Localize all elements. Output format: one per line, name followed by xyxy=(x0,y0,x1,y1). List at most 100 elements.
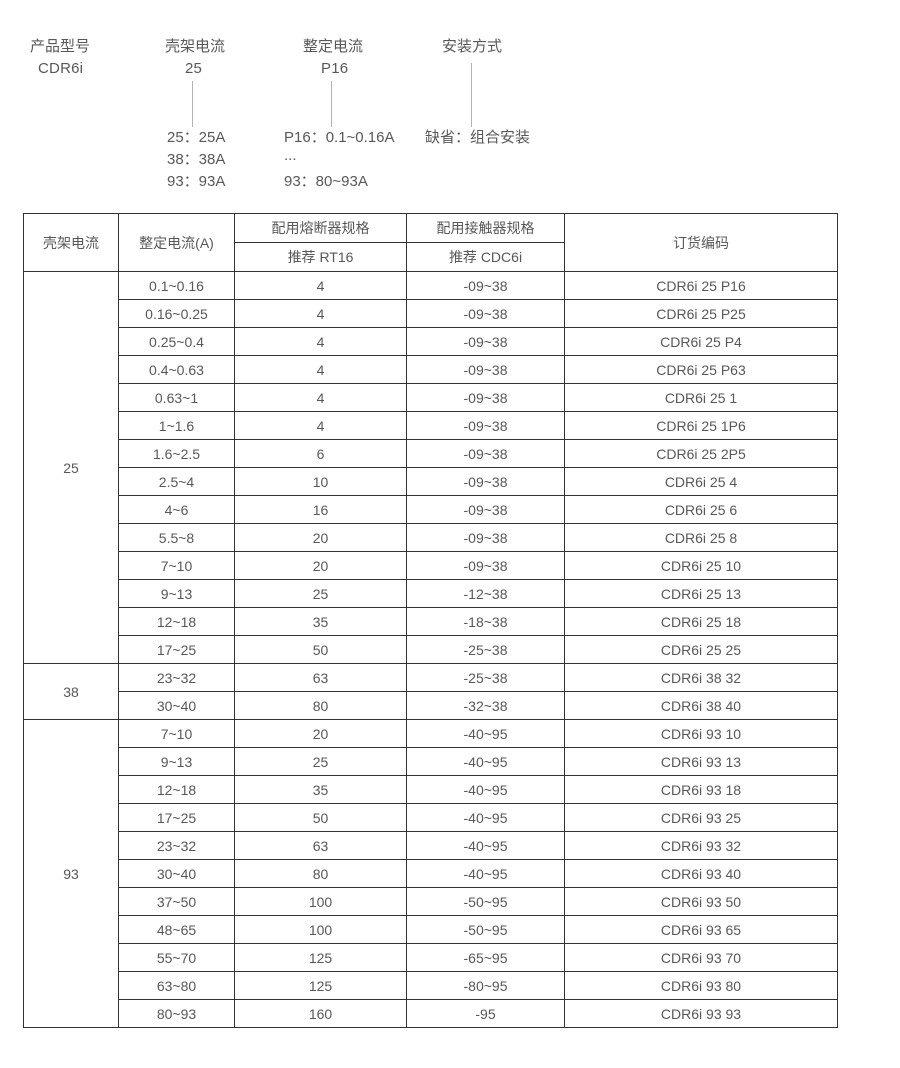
fuse-spec-cell: 25 xyxy=(234,747,407,776)
order-code-cell: CDR6i 93 65 xyxy=(564,915,838,944)
setting-current-cell: 80~93 xyxy=(118,999,235,1028)
header-fuse-spec: 配用熔断器规格 xyxy=(234,213,407,243)
frame-note: 38：38A xyxy=(167,151,226,168)
table-row: 25 0.1~0.16 4 -09~38 CDR6i 25 P16 xyxy=(23,271,838,664)
spec-table-header: 壳架电流 整定电流(A) 配用熔断器规格 配用接触器规格 订货编码 推荐 RT1… xyxy=(23,213,838,272)
order-code-cell: CDR6i 38 40 xyxy=(564,691,838,720)
contactor-spec-cell: -40~95 xyxy=(406,803,565,832)
setting-current-cell: 4~6 xyxy=(118,495,235,524)
table-row: 38 23~32 63 -25~38 CDR6i 38 32 xyxy=(23,663,838,720)
setting-current-cell: 2.5~4 xyxy=(118,467,235,496)
table-row: 37~50 100 -50~95 CDR6i 93 50 xyxy=(24,887,838,916)
setting-current-cell: 23~32 xyxy=(118,663,235,692)
contactor-spec-cell: -09~38 xyxy=(406,411,565,440)
header-order-code: 订货编码 xyxy=(564,213,838,272)
order-code-cell: CDR6i 93 70 xyxy=(564,943,838,972)
header-row-2: 推荐 RT16 推荐 CDC6i xyxy=(24,242,838,272)
setting-current-cell: 1.6~2.5 xyxy=(118,439,235,468)
setting-current-cell: 0.16~0.25 xyxy=(118,299,235,328)
fuse-spec-cell: 4 xyxy=(234,327,407,356)
contactor-spec-cell: -50~95 xyxy=(406,915,565,944)
table-row: 17~25 50 -25~38 CDR6i 25 25 xyxy=(24,635,838,664)
order-code-cell: CDR6i 25 8 xyxy=(564,523,838,552)
contactor-spec-cell: -95 xyxy=(406,999,565,1028)
order-code-cell: CDR6i 93 93 xyxy=(564,999,838,1028)
contactor-spec-cell: -09~38 xyxy=(406,327,565,356)
order-code-cell: CDR6i 25 2P5 xyxy=(564,439,838,468)
table-row: 30~40 80 -40~95 CDR6i 93 40 xyxy=(24,859,838,888)
setting-current-cell: 63~80 xyxy=(118,971,235,1000)
frame-current-value: 25 xyxy=(185,60,203,77)
table-row: 0.4~0.63 4 -09~38 CDR6i 25 P63 xyxy=(24,355,838,384)
table-row: 9~13 25 -12~38 CDR6i 25 13 xyxy=(24,579,838,608)
setting-current-cell: 0.1~0.16 xyxy=(118,271,235,300)
fuse-spec-cell: 4 xyxy=(234,383,407,412)
frame-current-cell: 93 xyxy=(23,719,119,1028)
setting-current-cell: 30~40 xyxy=(118,691,235,720)
fuse-spec-cell: 4 xyxy=(234,271,407,300)
table-row: 0.63~1 4 -09~38 CDR6i 25 1 xyxy=(24,383,838,412)
table-row: 1.6~2.5 6 -09~38 CDR6i 25 2P5 xyxy=(24,439,838,468)
order-code-cell: CDR6i 25 P25 xyxy=(564,299,838,328)
order-code-cell: CDR6i 25 P63 xyxy=(564,355,838,384)
order-code-cell: CDR6i 93 40 xyxy=(564,859,838,888)
order-code-cell: CDR6i 93 10 xyxy=(564,719,838,748)
fuse-spec-cell: 6 xyxy=(234,439,407,468)
contactor-spec-cell: -65~95 xyxy=(406,943,565,972)
table-row: 2.5~4 10 -09~38 CDR6i 25 4 xyxy=(24,467,838,496)
mount-note: 缺省：组合安装 xyxy=(425,129,531,146)
order-code-cell: CDR6i 25 18 xyxy=(564,607,838,636)
setting-current-cell: 23~32 xyxy=(118,831,235,860)
table-row: 7~10 20 -09~38 CDR6i 25 10 xyxy=(24,551,838,580)
fuse-spec-cell: 4 xyxy=(234,299,407,328)
setting-current-cell: 7~10 xyxy=(118,551,235,580)
header-setting-current: 整定电流(A) xyxy=(118,213,235,272)
contactor-spec-cell: -09~38 xyxy=(406,523,565,552)
contactor-spec-cell: -40~95 xyxy=(406,719,565,748)
fuse-spec-cell: 160 xyxy=(234,999,407,1028)
order-code-cell: CDR6i 25 13 xyxy=(564,579,838,608)
setting-current-cell: 9~13 xyxy=(118,747,235,776)
fuse-spec-cell: 80 xyxy=(234,859,407,888)
setting-current-cell: 7~10 xyxy=(118,719,235,748)
setting-connector-line xyxy=(331,81,332,127)
setting-current-cell: 12~18 xyxy=(118,607,235,636)
setting-note: P16：0.1~0.16A xyxy=(284,129,395,146)
setting-current-cell: 5.5~8 xyxy=(118,523,235,552)
product-model-label: 产品型号 xyxy=(30,38,91,55)
order-code-cell: CDR6i 25 4 xyxy=(564,467,838,496)
table-row: 17~25 50 -40~95 CDR6i 93 25 xyxy=(24,803,838,832)
mount-type-label: 安装方式 xyxy=(442,38,503,55)
contactor-spec-cell: -09~38 xyxy=(406,495,565,524)
fuse-spec-cell: 50 xyxy=(234,803,407,832)
order-code-cell: CDR6i 25 1P6 xyxy=(564,411,838,440)
order-code-cell: CDR6i 38 32 xyxy=(564,663,838,692)
setting-note: ... xyxy=(284,147,297,164)
setting-current-cell: 17~25 xyxy=(118,803,235,832)
table-row: 5.5~8 20 -09~38 CDR6i 25 8 xyxy=(24,523,838,552)
table-row: 30~40 80 -32~38 CDR6i 38 40 xyxy=(24,691,838,720)
contactor-spec-cell: -40~95 xyxy=(406,859,565,888)
contactor-spec-cell: -12~38 xyxy=(406,579,565,608)
fuse-spec-cell: 63 xyxy=(234,831,407,860)
fuse-spec-cell: 35 xyxy=(234,607,407,636)
setting-current-cell: 30~40 xyxy=(118,859,235,888)
spec-table-body: 25 0.1~0.16 4 -09~38 CDR6i 25 P16 0.16~0.25 4-… xyxy=(23,271,838,1028)
order-code-cell: CDR6i 93 13 xyxy=(564,747,838,776)
fuse-spec-cell: 4 xyxy=(234,355,407,384)
order-code-cell: CDR6i 25 10 xyxy=(564,551,838,580)
setting-note: 93：80~93A xyxy=(284,173,368,190)
table-row: 12~18 35 -18~38 CDR6i 25 18 xyxy=(24,607,838,636)
fuse-spec-cell: 80 xyxy=(234,691,407,720)
table-row: 23~32 63 -40~95 CDR6i 93 32 xyxy=(24,831,838,860)
spec-table: 壳架电流 整定电流(A) 配用熔断器规格 配用接触器规格 订货编码 推荐 RT1… xyxy=(23,213,838,1028)
contactor-spec-cell: -09~38 xyxy=(406,271,565,300)
setting-current-value: P16 xyxy=(321,60,349,77)
contactor-spec-cell: -40~95 xyxy=(406,775,565,804)
frame-current-cell: 38 xyxy=(23,663,119,720)
frame-note: 25：25A xyxy=(167,129,226,146)
contactor-spec-cell: -80~95 xyxy=(406,971,565,1000)
contactor-spec-cell: -32~38 xyxy=(406,691,565,720)
table-row: 48~65 100 -50~95 CDR6i 93 65 xyxy=(24,915,838,944)
